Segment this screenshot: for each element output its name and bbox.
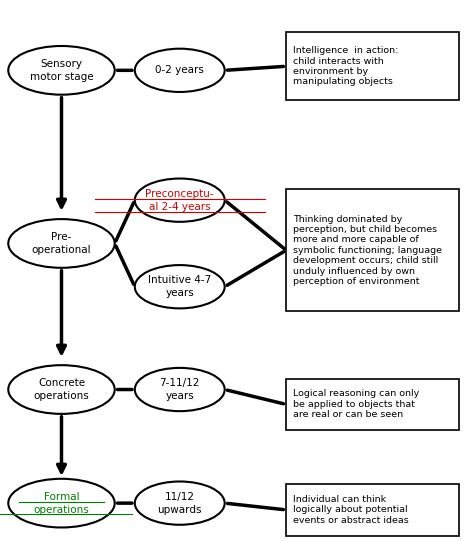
Text: 0-2 years: 0-2 years [155,65,204,75]
Text: Formal: Formal [44,492,79,502]
Text: Intuitive 4-7: Intuitive 4-7 [148,275,211,285]
Text: operational: operational [32,245,91,255]
Text: al 2-4 years: al 2-4 years [149,202,210,212]
Text: Sensory: Sensory [41,59,82,69]
Text: Pre-: Pre- [51,232,72,242]
Text: Intelligence  in action:
child interacts with
environment by
manipulating object: Intelligence in action: child interacts … [293,46,398,87]
Text: motor stage: motor stage [30,72,93,82]
Text: Concrete: Concrete [38,378,85,388]
Text: years: years [166,288,194,298]
Text: 7-11/12: 7-11/12 [159,378,200,388]
Text: operations: operations [34,505,89,514]
Text: years: years [166,391,194,401]
Text: Individual can think
logically about potential
events or abstract ideas: Individual can think logically about pot… [293,495,409,525]
Text: Preconceptu-: Preconceptu- [145,189,214,199]
Text: Thinking dominated by
perception, but child becomes
more and more capable of
sym: Thinking dominated by perception, but ch… [293,215,442,286]
Text: upwards: upwards [158,505,202,514]
Text: Logical reasoning can only
be applied to objects that
are real or can be seen: Logical reasoning can only be applied to… [293,390,419,419]
Text: operations: operations [34,391,89,401]
Text: 11/12: 11/12 [165,492,195,502]
